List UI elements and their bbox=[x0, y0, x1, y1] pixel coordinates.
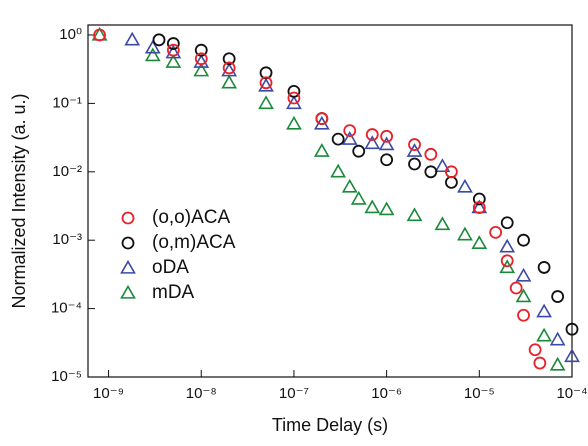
data-point bbox=[408, 157, 421, 171]
data-point bbox=[287, 91, 301, 105]
data-point bbox=[500, 254, 514, 268]
data-point bbox=[533, 356, 547, 370]
data-point bbox=[287, 84, 301, 98]
data-point bbox=[457, 178, 473, 193]
data-point bbox=[536, 327, 552, 342]
data-point bbox=[221, 74, 238, 89]
data-point bbox=[259, 76, 273, 90]
data-point bbox=[364, 135, 381, 150]
data-point bbox=[152, 33, 166, 47]
data-point bbox=[380, 129, 394, 143]
data-point bbox=[471, 235, 488, 250]
data-point bbox=[258, 95, 274, 110]
data-point bbox=[489, 226, 503, 239]
data-point bbox=[406, 207, 423, 222]
y-tick-label: 10⁰ bbox=[59, 26, 82, 43]
data-point bbox=[408, 138, 421, 151]
data-point bbox=[222, 61, 236, 75]
data-point bbox=[500, 216, 514, 230]
data-point bbox=[166, 37, 180, 50]
data-point bbox=[472, 192, 486, 206]
data-point bbox=[378, 136, 395, 151]
x-tick-label: 10⁻⁵ bbox=[464, 385, 495, 402]
legend-label: oDA bbox=[152, 257, 189, 278]
data-point bbox=[549, 331, 566, 346]
data-point bbox=[352, 144, 366, 158]
data-point bbox=[315, 112, 329, 125]
y-tick-label: 10⁻⁵ bbox=[51, 368, 82, 385]
x-tick-label: 10⁻⁷ bbox=[279, 385, 309, 402]
legend-label: (o,o)ACA bbox=[152, 207, 230, 228]
data-point bbox=[457, 226, 473, 241]
data-point bbox=[499, 259, 516, 274]
x-axis-label: Time Delay (s) bbox=[272, 415, 388, 435]
data-point bbox=[350, 190, 367, 205]
legend-label: mDA bbox=[152, 282, 195, 303]
data-point bbox=[144, 47, 161, 62]
data-point bbox=[93, 28, 106, 42]
data-point bbox=[472, 201, 486, 214]
data-point bbox=[509, 281, 523, 295]
y-tick-label: 10⁻² bbox=[52, 163, 82, 180]
data-point bbox=[144, 39, 161, 54]
data-point bbox=[528, 343, 542, 357]
data-point bbox=[365, 128, 379, 141]
data-point bbox=[165, 44, 182, 59]
data-point bbox=[286, 115, 302, 130]
data-point bbox=[313, 143, 330, 157]
data-point bbox=[193, 62, 210, 77]
legend-marker bbox=[121, 236, 135, 250]
data-point bbox=[564, 348, 580, 363]
data-point bbox=[221, 62, 238, 77]
data-point bbox=[193, 54, 210, 68]
y-tick-label: 10⁻¹ bbox=[52, 94, 82, 111]
x-tick-label: 10⁻⁶ bbox=[371, 385, 402, 402]
data-point bbox=[343, 124, 357, 138]
y-axis-label: Normalized Intensity (a. u.) bbox=[9, 93, 29, 308]
x-tick-label: 10⁻⁸ bbox=[186, 385, 217, 402]
data-point bbox=[517, 233, 530, 247]
data-point bbox=[434, 216, 451, 231]
data-point bbox=[565, 322, 579, 336]
data-point bbox=[258, 77, 274, 92]
plot-frame bbox=[87, 24, 573, 378]
data-point bbox=[341, 131, 358, 145]
data-point bbox=[424, 165, 438, 179]
data-point bbox=[222, 52, 236, 66]
data-point bbox=[124, 31, 141, 46]
data-point bbox=[515, 267, 532, 282]
data-point bbox=[331, 132, 345, 146]
legend-marker bbox=[120, 284, 136, 299]
data-point bbox=[380, 153, 394, 167]
data-point bbox=[194, 52, 208, 66]
data-point bbox=[445, 165, 458, 179]
data-point bbox=[424, 147, 438, 161]
data-point bbox=[406, 143, 423, 157]
data-point bbox=[341, 178, 358, 193]
legend-marker bbox=[120, 259, 136, 274]
data-point bbox=[536, 303, 552, 318]
data-point bbox=[517, 308, 530, 322]
y-tick-label: 10⁻³ bbox=[52, 231, 82, 248]
data-point bbox=[378, 201, 395, 216]
data-point bbox=[330, 163, 347, 178]
data-point bbox=[551, 290, 565, 303]
data-point bbox=[537, 261, 551, 274]
data-point bbox=[445, 175, 458, 189]
data-point bbox=[194, 43, 208, 57]
data-point bbox=[515, 288, 532, 303]
y-tick-label: 10⁻⁴ bbox=[51, 300, 82, 317]
legend-marker bbox=[121, 211, 135, 225]
data-point bbox=[364, 199, 381, 214]
data-point bbox=[549, 356, 566, 371]
legend-label: (o,m)ACA bbox=[152, 232, 236, 253]
x-tick-label: 10⁻⁹ bbox=[93, 385, 124, 402]
data-point bbox=[259, 66, 273, 80]
data-point bbox=[434, 158, 451, 173]
data-point bbox=[166, 43, 180, 57]
data-point bbox=[165, 54, 182, 68]
x-tick-label: 10⁻⁴ bbox=[556, 385, 587, 402]
data-point bbox=[499, 238, 516, 253]
